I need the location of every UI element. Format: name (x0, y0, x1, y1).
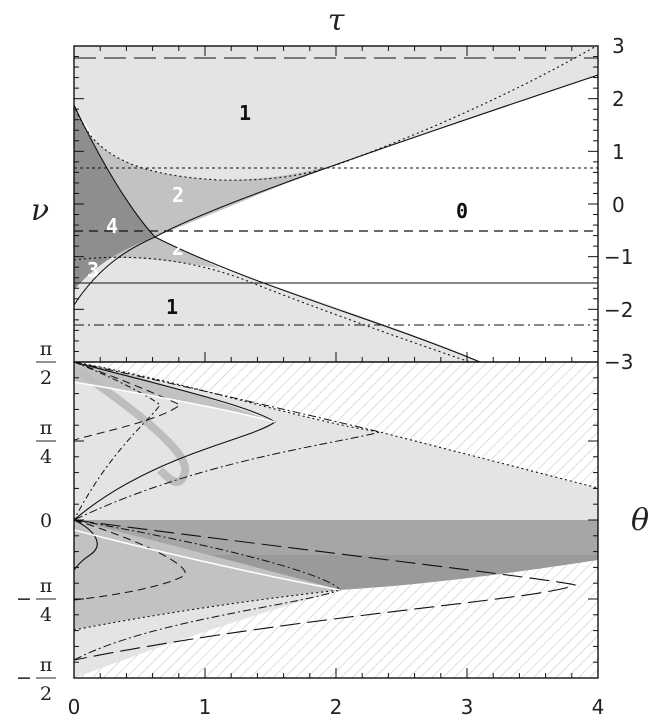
dotted-curve-upper (74, 46, 598, 181)
top-axis-title: τ (328, 3, 345, 38)
left-tick-sign: − (16, 667, 32, 689)
region-label-1-upper: 1 (239, 101, 251, 125)
right-tick-labels: 3 2 1 0 −1 −2 −3 (604, 34, 633, 374)
right-axis-title: θ (631, 503, 649, 538)
curve-solid-lower (74, 519, 98, 571)
solid-curve-lower (74, 236, 481, 362)
x-tick-label: 2 (330, 695, 343, 719)
curve-long-dash-lower (74, 519, 577, 661)
curve-white-lower (74, 529, 341, 591)
left-tick-denominator: 2 (40, 367, 52, 389)
left-tick-numerator: π (40, 417, 53, 439)
top-panel (74, 46, 598, 362)
solid-curve-upper (74, 74, 598, 238)
left-tick-numerator: π (40, 338, 53, 360)
right-tick-label: −2 (604, 298, 633, 322)
curve-dash-dot-upper (74, 362, 381, 521)
curve-dotted-upper (74, 362, 598, 489)
lower-medium-region (74, 520, 340, 630)
right-tick-label: 2 (612, 87, 625, 111)
region-label-3: 3 (87, 258, 99, 282)
bottom-panel (74, 362, 598, 678)
left-tick-neg-pi-half: − π 2 (16, 654, 56, 705)
curve-dotted-lower (74, 589, 341, 631)
x-tick-labels: 0 1 2 3 4 (68, 695, 605, 719)
x-tick-label: 1 (199, 695, 212, 719)
curve-white-upper (74, 381, 276, 423)
right-tick-label: 0 (612, 193, 625, 217)
region-label-2-lower: 2 (172, 236, 184, 260)
region-label-2-upper: 2 (172, 183, 184, 207)
upper-medium-band (74, 362, 275, 422)
lower-light-region (74, 590, 340, 678)
left-tick-numerator: π (40, 575, 53, 597)
left-axis-title: ν (31, 193, 49, 228)
left-tick-sign: − (16, 588, 32, 610)
region-2-lower (120, 237, 220, 268)
x-tick-label: 3 (461, 695, 474, 719)
region-labels: 1 0 2 4 2 3 1 (87, 101, 468, 319)
right-tick-label: 3 (612, 34, 625, 58)
left-tick-pi-half: π 2 (36, 338, 56, 389)
grey-thick-curve (77, 368, 190, 486)
left-tick-denominator: 4 (40, 446, 52, 468)
dotted-curve-lower (74, 256, 471, 362)
region-1-lower (74, 237, 480, 362)
left-tick-pi-quarter: π 4 (36, 417, 56, 468)
right-tick-label: 1 (612, 140, 625, 164)
curve-dash-dot-inner (74, 362, 161, 521)
tick-marks (73, 45, 599, 679)
right-tick-label: −3 (604, 350, 633, 374)
left-tick-neg-pi-quarter: − π 4 (16, 575, 56, 626)
region-2-upper (74, 105, 331, 237)
left-tick-labels: π 2 π 4 0 − π 4 − π 2 (16, 338, 56, 705)
x-tick-label: 0 (68, 695, 81, 719)
left-tick-denominator: 2 (40, 683, 52, 705)
region-label-4: 4 (106, 214, 118, 238)
curve-dash-lower (74, 519, 186, 601)
left-tick-denominator: 4 (40, 604, 52, 626)
left-tick-numerator: π (40, 654, 53, 676)
region-4 (74, 105, 155, 290)
left-tick-numerator: 0 (40, 510, 52, 532)
x-tick-label: 4 (592, 695, 605, 719)
left-tick-zero: 0 (40, 510, 52, 532)
region-label-0: 0 (456, 199, 468, 223)
right-tick-label: −1 (604, 245, 633, 269)
region-label-1-lower: 1 (166, 295, 178, 319)
curve-dash-upper (74, 362, 181, 441)
